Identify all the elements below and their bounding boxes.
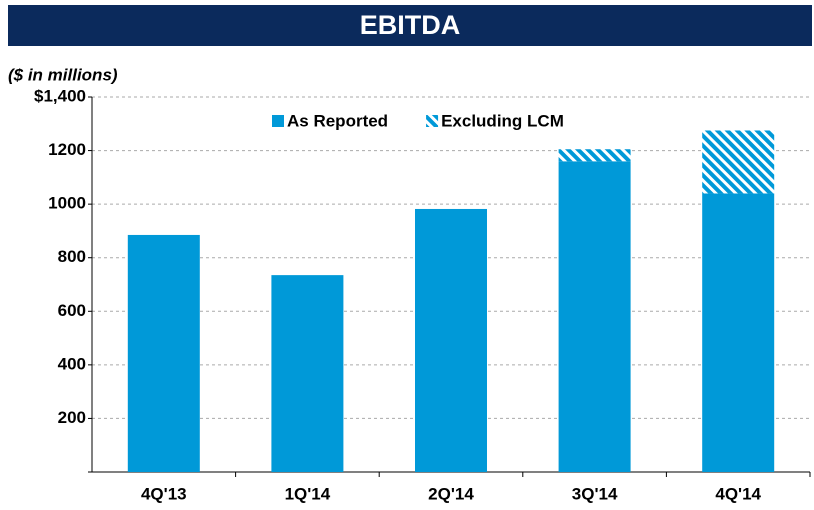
x-tick-label: 3Q'14 xyxy=(572,484,618,503)
y-tick-label: 1000 xyxy=(48,194,86,213)
bar xyxy=(127,234,200,472)
y-tick-label: 400 xyxy=(58,354,86,373)
bar xyxy=(702,130,775,194)
bar xyxy=(558,149,631,162)
bar xyxy=(558,161,631,473)
legend-swatch xyxy=(272,115,284,127)
y-tick-label: 1200 xyxy=(48,140,86,159)
y-tick-label: $1,400 xyxy=(34,86,86,105)
legend-label: As Reported xyxy=(287,111,388,130)
legend-label: Excluding LCM xyxy=(441,111,564,130)
x-tick-label: 4Q'13 xyxy=(141,484,187,503)
chart-title: EBITDA xyxy=(360,10,461,40)
title-bar xyxy=(8,5,812,46)
bar xyxy=(271,275,344,472)
bar xyxy=(702,193,775,472)
x-tick-label: 2Q'14 xyxy=(428,484,474,503)
y-tick-label: 600 xyxy=(58,301,86,320)
subtitle: ($ in millions) xyxy=(8,65,118,84)
x-tick-label: 1Q'14 xyxy=(285,484,331,503)
legend-swatch xyxy=(426,115,439,127)
y-tick-label: 200 xyxy=(58,408,86,427)
y-tick-label: 800 xyxy=(58,247,86,266)
bar xyxy=(415,208,487,472)
x-tick-label: 4Q'14 xyxy=(715,484,761,503)
